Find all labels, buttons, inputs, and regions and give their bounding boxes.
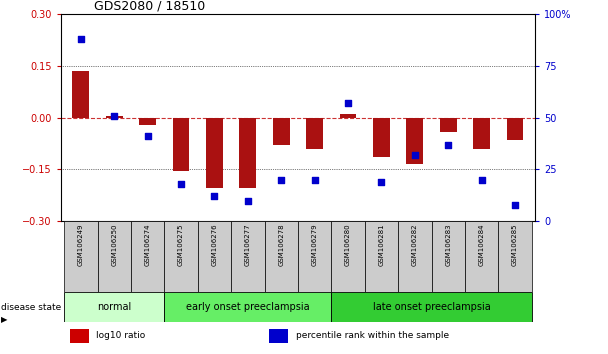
Bar xyxy=(273,118,289,145)
Bar xyxy=(97,221,131,292)
Bar xyxy=(506,118,523,140)
Bar xyxy=(164,292,331,322)
Text: GSM106277: GSM106277 xyxy=(245,223,251,266)
Text: GSM106281: GSM106281 xyxy=(378,223,384,266)
Bar xyxy=(269,329,288,343)
Bar xyxy=(198,221,231,292)
Bar xyxy=(164,221,198,292)
Bar xyxy=(473,118,490,149)
Bar xyxy=(71,329,89,343)
Bar xyxy=(499,221,532,292)
Point xyxy=(76,36,86,42)
Point xyxy=(410,152,420,158)
Text: GSM106280: GSM106280 xyxy=(345,223,351,266)
Text: percentile rank within the sample: percentile rank within the sample xyxy=(295,331,449,340)
Bar xyxy=(106,116,123,118)
Text: GSM106278: GSM106278 xyxy=(278,223,284,266)
Point xyxy=(510,202,520,207)
Point xyxy=(376,179,386,185)
Text: GSM106249: GSM106249 xyxy=(78,223,84,266)
Text: GSM106279: GSM106279 xyxy=(312,223,317,266)
Point xyxy=(243,198,253,203)
Text: normal: normal xyxy=(97,302,131,312)
Text: GSM106275: GSM106275 xyxy=(178,223,184,266)
Text: GSM106274: GSM106274 xyxy=(145,223,151,266)
Bar xyxy=(331,221,365,292)
Bar xyxy=(240,118,256,188)
Bar xyxy=(407,118,423,164)
Bar xyxy=(298,221,331,292)
Text: GSM106282: GSM106282 xyxy=(412,223,418,266)
Bar xyxy=(131,221,164,292)
Text: GSM106276: GSM106276 xyxy=(212,223,218,266)
Bar xyxy=(440,118,457,132)
Point xyxy=(109,113,119,119)
Text: GDS2080 / 18510: GDS2080 / 18510 xyxy=(94,0,206,13)
Text: late onset preeclampsia: late onset preeclampsia xyxy=(373,302,491,312)
Bar xyxy=(139,118,156,125)
Text: GSM106284: GSM106284 xyxy=(478,223,485,266)
Bar xyxy=(373,118,390,158)
Bar xyxy=(72,71,89,118)
Bar xyxy=(64,292,164,322)
Text: early onset preeclampsia: early onset preeclampsia xyxy=(186,302,309,312)
Bar xyxy=(173,118,189,171)
Bar xyxy=(365,221,398,292)
Text: GSM106283: GSM106283 xyxy=(445,223,451,266)
Bar xyxy=(306,118,323,149)
Bar xyxy=(465,221,499,292)
Bar xyxy=(340,114,356,118)
Text: log10 ratio: log10 ratio xyxy=(96,331,146,340)
Point xyxy=(309,177,319,183)
Point xyxy=(477,177,486,183)
Point xyxy=(210,194,219,199)
Bar xyxy=(432,221,465,292)
Text: disease state: disease state xyxy=(1,303,61,312)
Bar xyxy=(398,221,432,292)
Bar xyxy=(231,221,264,292)
Text: GSM106250: GSM106250 xyxy=(111,223,117,266)
Bar xyxy=(206,118,223,188)
Point xyxy=(176,181,186,187)
Bar xyxy=(264,221,298,292)
Point xyxy=(143,133,153,139)
Bar xyxy=(331,292,532,322)
Point xyxy=(443,142,453,148)
Point xyxy=(277,177,286,183)
Text: ▶: ▶ xyxy=(1,315,7,324)
Text: GSM106285: GSM106285 xyxy=(512,223,518,266)
Bar xyxy=(64,221,97,292)
Point xyxy=(343,101,353,106)
